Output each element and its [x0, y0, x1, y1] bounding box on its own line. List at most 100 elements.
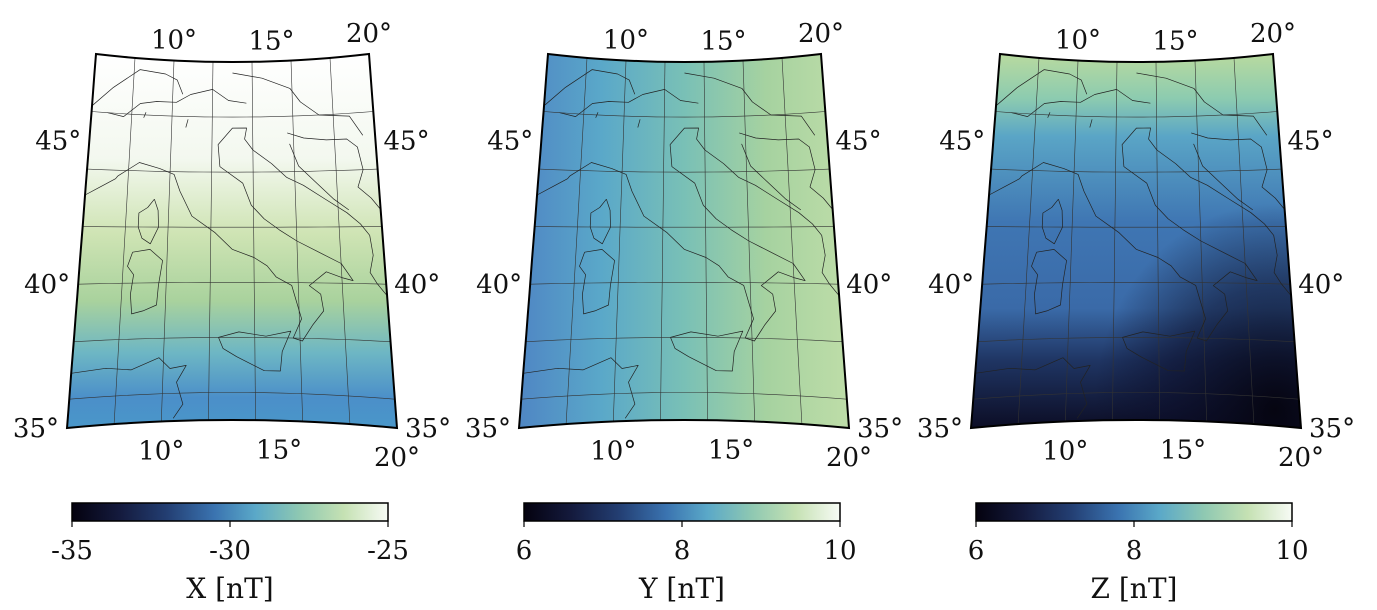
lon-tick-label: 15° [1152, 26, 1198, 56]
coastline [536, 175, 571, 196]
lon-tick-label: 20° [826, 443, 872, 473]
lat-tick-label: 45° [836, 126, 882, 156]
lon-tick-label: 10° [138, 437, 184, 467]
lon-tick-label: 20° [346, 19, 392, 49]
graticule-parallel [69, 392, 395, 400]
lon-tick-label: 20° [374, 443, 420, 473]
map-frame [969, 52, 1303, 430]
coastline [289, 143, 350, 211]
coastline [589, 198, 611, 245]
coastline [117, 127, 388, 342]
coastline [1011, 89, 1151, 117]
lat-tick-label: 40° [846, 270, 892, 300]
coastline [637, 119, 641, 128]
coastline [287, 132, 381, 210]
graticule-meridian [565, 57, 588, 425]
coastline [1041, 198, 1063, 245]
graticule-parallel [986, 226, 1286, 228]
lat-tick-label: 35° [465, 414, 511, 444]
graticule-meridian [660, 61, 666, 421]
graticule-parallel [87, 168, 378, 173]
map-frame [517, 52, 851, 430]
map-panel-x: 35° 35° 40° 40° 45° 45° 10° 10° 15° 15° 20° 20° -35 -… [13, 19, 451, 605]
graticule-meridian [1233, 57, 1255, 425]
lon-tick-label: 15° [248, 26, 294, 56]
graticule-meridian [113, 57, 136, 425]
graticule-meridian [208, 61, 214, 421]
lat-tick-label: 45° [1288, 126, 1334, 156]
coastline [1191, 132, 1285, 210]
graticule-parallel [530, 282, 839, 285]
colorbar-label: Z [nT] [1091, 572, 1178, 605]
graticule-parallel [973, 392, 1299, 400]
lon-tick-label: 10° [603, 26, 649, 56]
coastline [127, 249, 163, 315]
coastline [559, 89, 699, 117]
graticule-parallel [543, 111, 826, 118]
coastline [1122, 330, 1196, 372]
lon-tick-label: 10° [151, 26, 197, 56]
lat-tick-label: 40° [1298, 270, 1344, 300]
coastline [975, 357, 1091, 419]
coastline [1021, 127, 1292, 342]
lon-tick-label: 15° [256, 436, 302, 466]
lon-tick-label: 20° [1278, 443, 1324, 473]
coastline [1031, 249, 1067, 315]
lon-tick-label: 15° [1160, 436, 1206, 466]
colorbar-tick-label: 8 [1126, 536, 1143, 566]
graticule-meridian [1065, 60, 1079, 422]
colorbar-label: Y [nT] [638, 572, 725, 605]
coastline [71, 357, 187, 419]
graticule-parallel [982, 282, 1291, 285]
coastline [670, 330, 744, 372]
graticule-parallel [82, 226, 382, 228]
coastline [739, 132, 833, 210]
graticule-parallel [525, 337, 843, 342]
coastline [741, 143, 802, 211]
graticule-meridian [703, 61, 708, 421]
lon-tick-label: 15° [700, 26, 746, 56]
graticule-parallel [73, 337, 391, 342]
map-frame [65, 52, 399, 430]
graticule-meridian [251, 61, 256, 421]
lon-tick-label: 10° [590, 437, 636, 467]
graticule-meridian [613, 60, 627, 422]
graticule-meridian [781, 57, 803, 425]
coastline [218, 330, 292, 372]
graticule-parallel [991, 168, 1282, 173]
lat-tick-label: 45° [35, 126, 81, 156]
coastline [1047, 112, 1051, 118]
coastline [185, 119, 189, 128]
coastline [684, 72, 816, 136]
colorbar-tick-label: 8 [674, 536, 691, 566]
field-raster-overlay [971, 54, 1301, 428]
lat-tick-label: 45° [939, 126, 985, 156]
coastline [137, 198, 159, 245]
lat-tick-label: 35° [857, 414, 903, 444]
graticule-meridian [329, 57, 351, 425]
lat-tick-label: 45° [384, 126, 430, 156]
coastline [995, 69, 1088, 107]
coastline [1136, 72, 1268, 136]
colorbar-tick-label: -35 [51, 536, 93, 566]
field-raster [519, 54, 849, 428]
colorbar-tick-label: 6 [516, 536, 533, 566]
graticule-parallel [91, 111, 374, 118]
map-panel-z: 35° 35° 40° 40° 45° 45° 10° 10° 15° 15° 20° 20° 6 8 10… [917, 19, 1355, 605]
lon-tick-label: 20° [1250, 19, 1296, 49]
colorbar [975, 502, 1293, 522]
lon-tick-label: 10° [1042, 437, 1088, 467]
colorbar-tick-label: 10 [1275, 536, 1308, 566]
lat-tick-label: 35° [405, 414, 451, 444]
field-raster [67, 54, 397, 428]
coastline [579, 249, 615, 315]
lat-tick-label: 45° [487, 126, 533, 156]
colorbar [71, 502, 389, 522]
lat-tick-label: 40° [394, 270, 440, 300]
coastline [988, 175, 1023, 196]
lat-tick-label: 40° [24, 270, 70, 300]
graticule-parallel [995, 111, 1278, 118]
coastline [543, 69, 636, 107]
coastline [1089, 119, 1093, 128]
